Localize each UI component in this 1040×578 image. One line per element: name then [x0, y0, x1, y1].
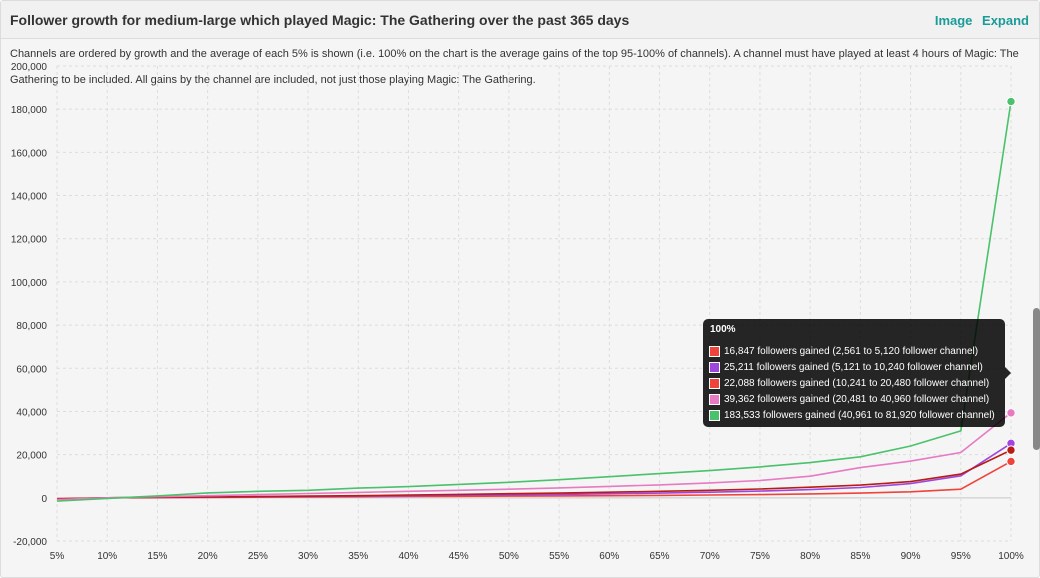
x-tick-label: 55% — [549, 551, 569, 562]
series-point — [1006, 408, 1016, 418]
scrollbar-thumb[interactable] — [1033, 308, 1040, 450]
y-tick-label: 0 — [41, 494, 47, 505]
tooltip-row: 22,088 followers gained (10,241 to 20,48… — [709, 376, 989, 390]
x-tick-label: 85% — [850, 551, 870, 562]
tooltip-swatch — [709, 361, 720, 373]
line-chart[interactable]: -20,000 0 20,000 40,000 60,000 80,000 100,000 1… — [1, 59, 1039, 577]
tooltip-row: 16,847 followers gained (2,561 to 5,120 … — [709, 344, 978, 358]
chart-title: Follower growth for medium-large which p… — [10, 12, 630, 28]
series-line — [56, 449, 1012, 500]
x-tick-label: 95% — [951, 551, 971, 562]
x-tick-label: 45% — [449, 551, 469, 562]
series-point — [1006, 96, 1016, 107]
series-point — [1006, 445, 1016, 455]
tooltip-row-label: 183,533 followers gained (40,961 to 81,9… — [724, 409, 995, 421]
tooltip-swatch — [709, 377, 720, 389]
y-tick-label: 60,000 — [16, 364, 47, 375]
series-point — [1006, 456, 1016, 467]
tooltip-swatch — [709, 345, 720, 357]
x-tick-label: 5% — [50, 551, 65, 562]
x-tick-label: 100% — [998, 551, 1024, 562]
y-tick-label: 120,000 — [11, 235, 48, 246]
panel-header: Follower growth for medium-large which p… — [1, 1, 1039, 39]
x-tick-label: 40% — [398, 551, 418, 562]
chart-description: Channels are ordered by growth and the a… — [10, 48, 1019, 86]
tooltip-row: 39,362 followers gained (20,481 to 40,96… — [709, 392, 989, 406]
tooltip-title: 100% — [710, 324, 736, 335]
chart-tooltip: 100% 16,847 followers gained (2,561 to 5… — [703, 319, 1011, 427]
header-actions: Image Expand — [929, 13, 1029, 28]
y-tick-label: 40,000 — [16, 407, 47, 418]
series-line — [56, 412, 1012, 501]
y-tick-label: 160,000 — [11, 148, 48, 159]
x-tick-label: 15% — [147, 551, 167, 562]
x-tick-label: 60% — [599, 551, 619, 562]
tooltip-row: 25,211 followers gained (5,121 to 10,240… — [709, 360, 983, 374]
tooltip-swatch — [709, 409, 720, 421]
x-tick-label: 65% — [650, 551, 670, 562]
tooltip-swatch — [709, 393, 720, 405]
y-tick-label: -20,000 — [13, 537, 47, 548]
x-tick-label: 70% — [700, 551, 720, 562]
image-link[interactable]: Image — [934, 13, 973, 28]
tooltip-row: 183,533 followers gained (40,961 to 81,9… — [709, 408, 995, 422]
series-line — [56, 442, 1012, 500]
tooltip-row-label: 16,847 followers gained (2,561 to 5,120 … — [724, 345, 979, 357]
y-tick-label: 140,000 — [11, 192, 48, 203]
tooltip-row-label: 39,362 followers gained (20,481 to 40,96… — [724, 393, 990, 405]
x-tick-label: 30% — [298, 551, 318, 562]
x-tick-label: 50% — [499, 551, 519, 562]
y-tick-label: 20,000 — [16, 451, 47, 462]
x-tick-label: 10% — [97, 551, 117, 562]
tooltip-row-label: 25,211 followers gained (5,121 to 10,240… — [724, 361, 983, 373]
y-tick-label: 200,000 — [11, 62, 48, 73]
tooltip-row-label: 22,088 followers gained (10,241 to 20,48… — [724, 377, 990, 389]
x-tick-label: 80% — [800, 551, 820, 562]
y-tick-label: 180,000 — [11, 105, 48, 116]
x-tick-label: 35% — [348, 551, 368, 562]
x-tick-label: 90% — [901, 551, 921, 562]
y-tick-label: 100,000 — [11, 278, 48, 289]
x-tick-label: 75% — [750, 551, 770, 562]
series-line — [56, 101, 1012, 502]
y-tick-label: 80,000 — [16, 321, 47, 332]
x-tick-label: 20% — [198, 551, 218, 562]
expand-link[interactable]: Expand — [982, 13, 1029, 28]
x-tick-label: 25% — [248, 551, 268, 562]
